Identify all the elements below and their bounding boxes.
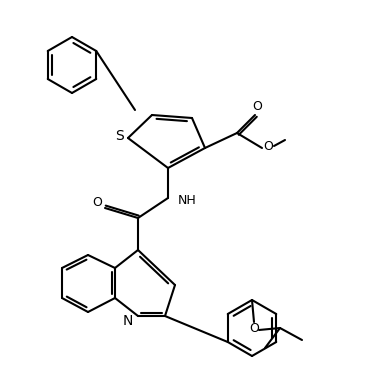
Text: O: O — [249, 321, 259, 334]
Text: O: O — [92, 195, 102, 208]
Text: S: S — [116, 129, 124, 143]
Text: NH: NH — [178, 194, 197, 207]
Text: O: O — [263, 140, 273, 153]
Text: O: O — [252, 100, 262, 114]
Text: N: N — [123, 314, 133, 328]
